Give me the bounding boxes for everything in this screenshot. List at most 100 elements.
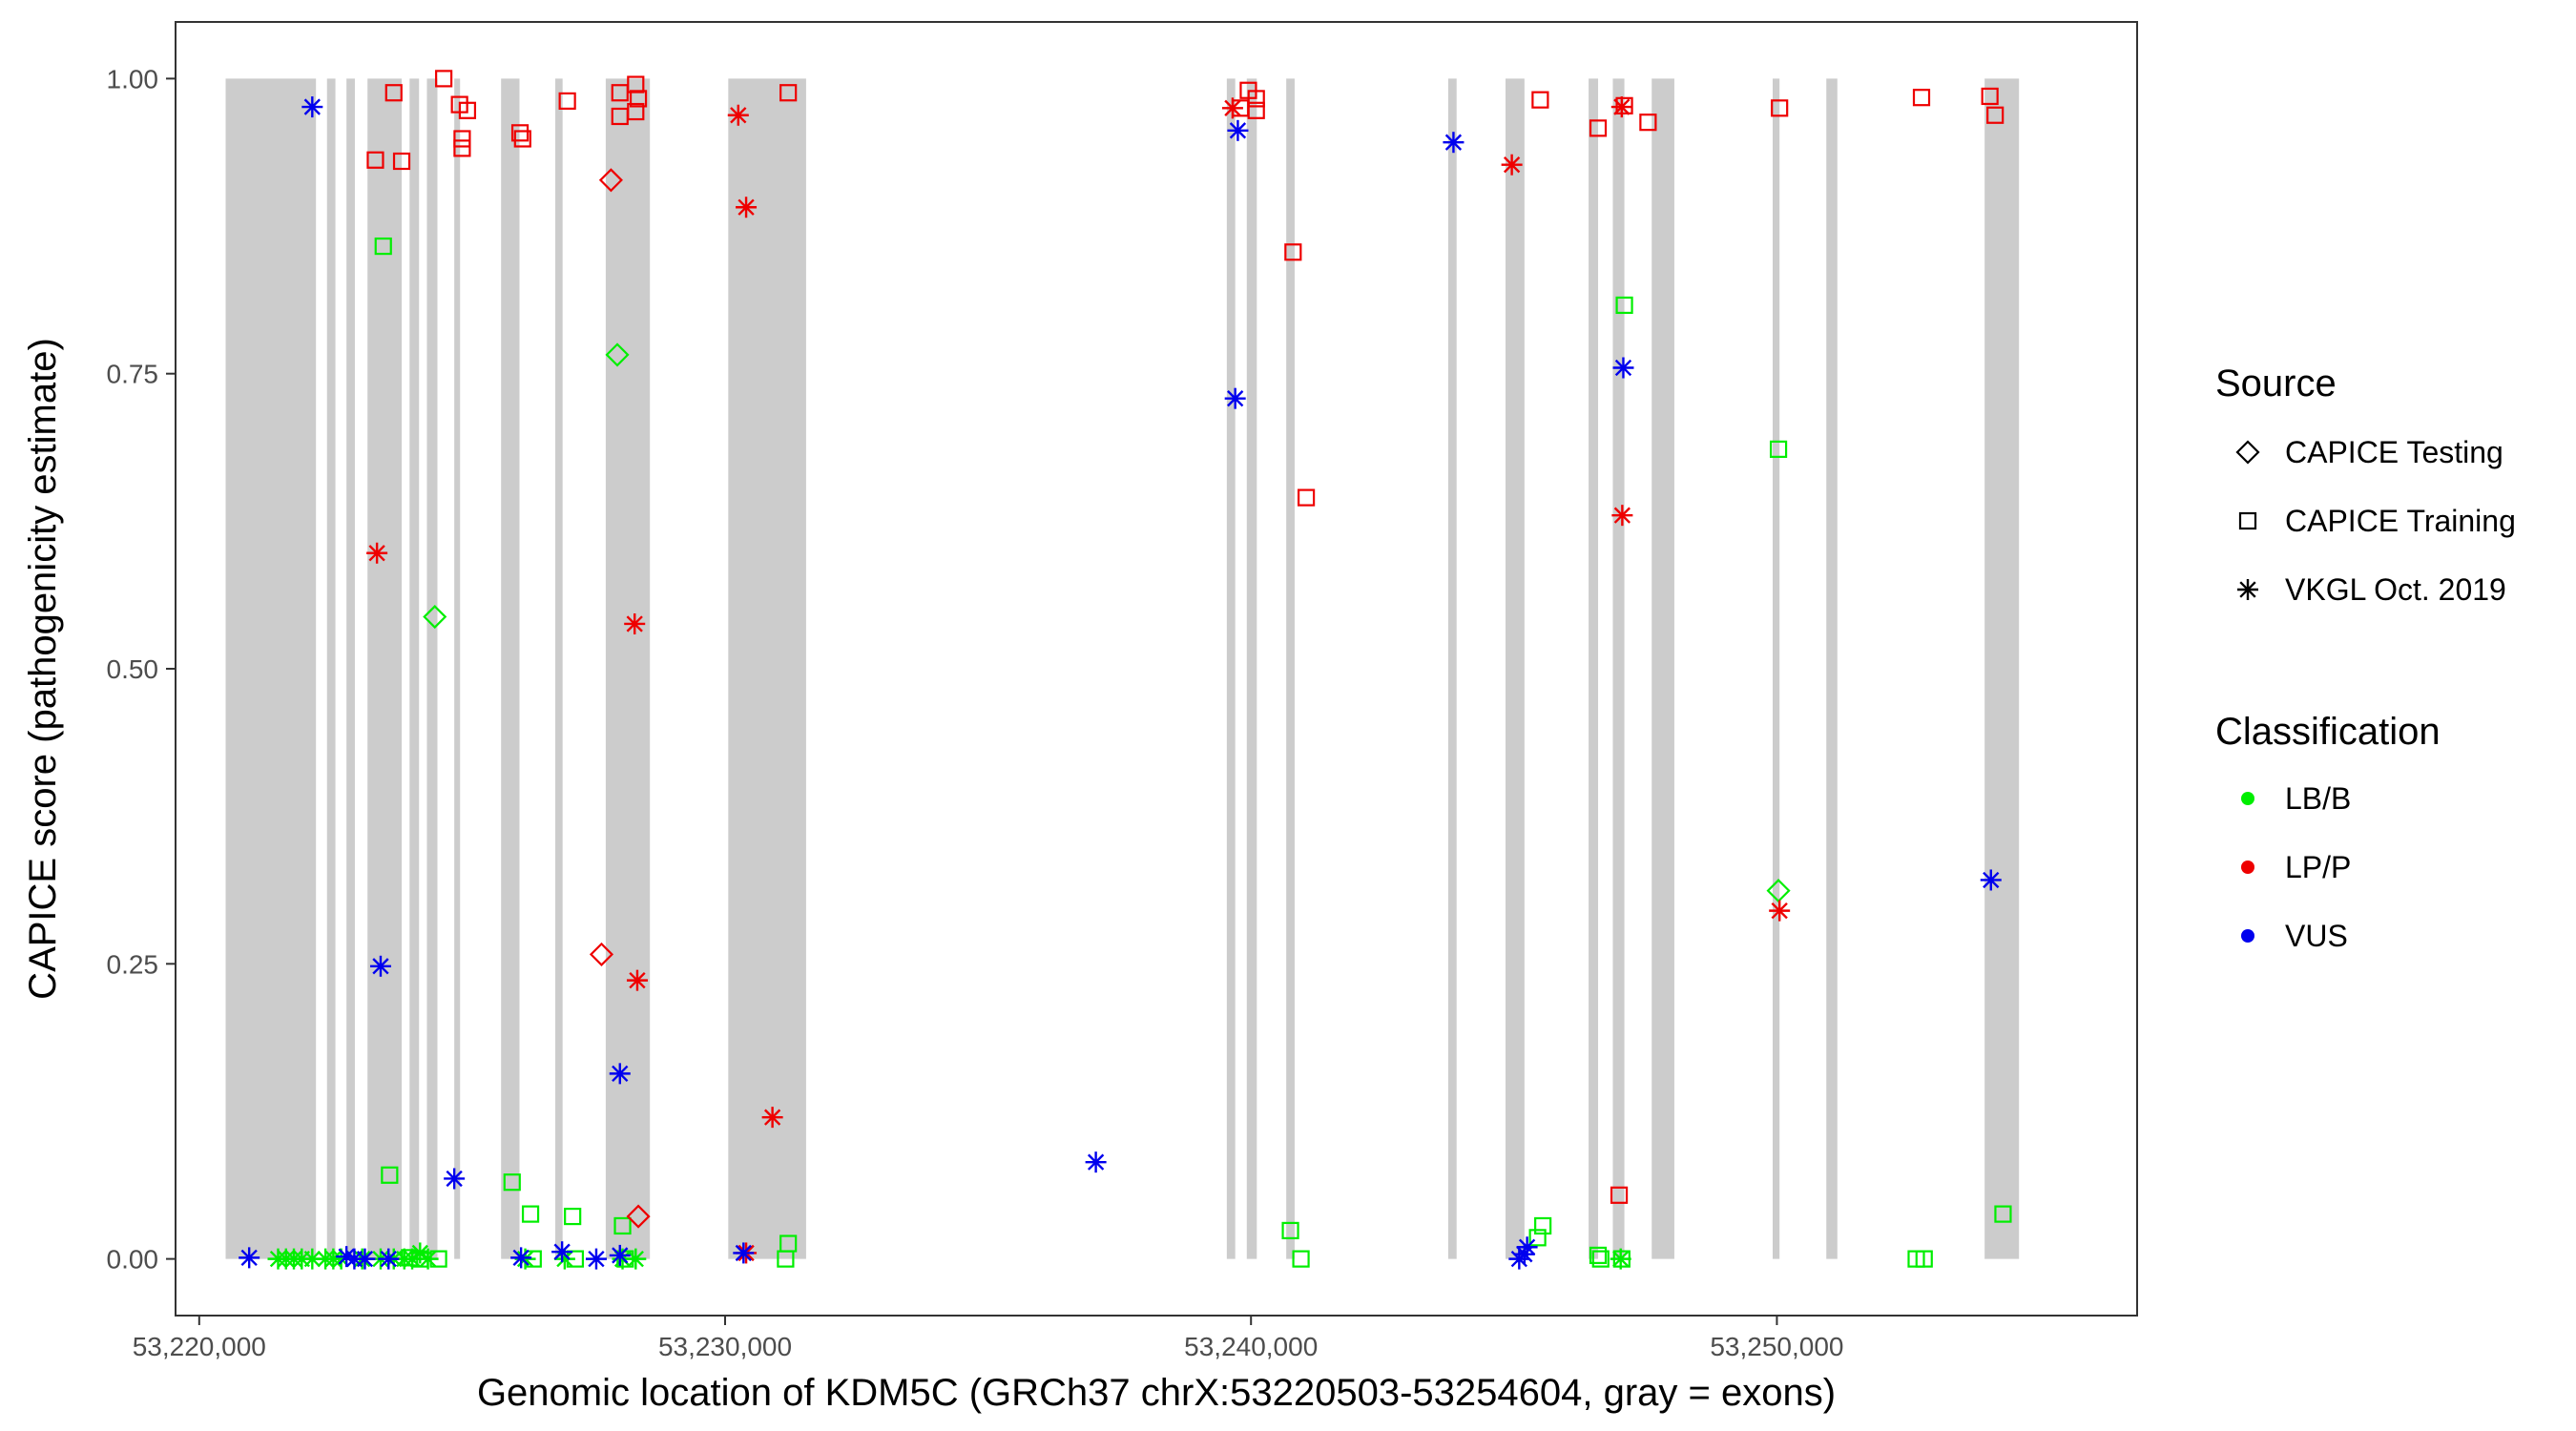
legend-source-key-square [2238,511,2257,530]
data-point-asterisk [1516,1236,1538,1258]
data-point-square [627,75,645,93]
data-point-square [777,1250,795,1268]
data-point-asterisk [551,1241,573,1263]
data-point-square [558,92,576,110]
exon-band [605,78,651,1259]
y-tick-label: 0.75 [107,360,159,389]
data-point-square [1994,1205,2012,1223]
y-axis-title: CAPICE score (pathogenicity estimate) [22,338,64,1000]
data-point-asterisk [1085,1151,1107,1173]
data-point-square [1589,119,1608,137]
legend-class-key-dot [2241,929,2254,943]
exon-band [554,78,563,1259]
data-point-asterisk [1612,357,1634,379]
data-point-square [1281,1221,1299,1240]
exon-band [1826,78,1838,1259]
data-points [239,70,2012,1270]
exon-band [728,78,806,1259]
exon-band [326,78,336,1259]
exon-band [1773,78,1780,1259]
y-tick-label: 0.00 [107,1245,159,1275]
legend-classification-title: Classification [2215,711,2441,753]
x-axis-title: Genomic location of KDM5C (GRCh37 chrX:5… [477,1372,1836,1414]
data-point-diamond [589,942,614,966]
data-point-square [381,1166,399,1184]
data-point-square [524,1250,542,1268]
data-point-asterisk [369,955,391,977]
legend-class-key-dot [2241,861,2254,874]
data-point-asterisk [761,1107,783,1129]
data-point-asterisk [736,197,758,218]
legend-source-label-vkgl: VKGL Oct. 2019 [2285,572,2506,607]
data-point-square [453,130,471,148]
data-point-square [1247,90,1265,108]
data-point-diamond [598,168,623,193]
y-tick-label: 0.50 [107,654,159,684]
y-tick-label: 0.25 [107,949,159,979]
data-point-square [1284,243,1302,261]
data-point-square [1639,114,1657,132]
exon-band [1589,78,1599,1259]
data-point-asterisk [609,1063,631,1085]
data-point-asterisk [626,969,648,991]
data-point-asterisk [624,612,646,634]
exon-band [1246,78,1257,1259]
x-tick-label: 53,220,000 [133,1332,266,1361]
data-point-square [564,1207,582,1226]
data-point-square [1534,1216,1552,1235]
data-point-square [1615,96,1633,114]
legend-source-label-testing: CAPICE Testing [2285,435,2503,469]
exon-band [409,78,420,1259]
data-point-square [1771,99,1789,117]
exon-bands [225,78,2020,1259]
data-point-square [1915,1250,1933,1268]
data-point-diamond [423,605,447,630]
data-point-asterisk [1769,900,1791,922]
axes: 53,220,000 53,230,000 53,240,000 53,250,000… [107,64,1844,1361]
exon-band [501,78,520,1259]
data-point-square [1528,1229,1547,1247]
data-point-square [510,124,530,142]
data-point-asterisk [378,1248,400,1270]
data-point-square [613,1216,632,1235]
data-point-square [1769,440,1788,458]
data-point-asterisk [301,96,323,118]
data-point-square [521,1205,540,1223]
x-tick-label: 53,250,000 [1710,1332,1843,1361]
data-point-square [1247,101,1265,119]
data-point-asterisk [585,1248,607,1270]
exon-band [1447,78,1457,1259]
data-point-asterisk [1980,869,2002,891]
legend-source-keys [2235,440,2260,600]
data-point-asterisk [727,104,749,126]
data-point-square [384,84,403,102]
data-point-square [1531,91,1549,109]
legend-class-key-dot [2241,792,2254,805]
data-point-square [1912,89,1931,107]
exon-band [426,78,438,1259]
exon-band [1286,78,1295,1259]
x-tick-label: 53,240,000 [1184,1332,1318,1361]
data-point-square [374,237,392,256]
exon-band [367,78,403,1259]
data-point-square [1589,1246,1608,1265]
legend-class-keys [2241,792,2254,943]
data-point-diamond [605,342,630,367]
legend-source-label-training: CAPICE Training [2285,504,2516,538]
data-point-asterisk [354,1248,376,1270]
data-point-square [1615,296,1633,315]
legend-source-title: Source [2215,363,2337,404]
data-point-asterisk [239,1247,260,1269]
data-point-square [411,1250,429,1268]
exon-band [1226,78,1236,1259]
data-point-square [429,1250,447,1268]
data-point-square [1612,1250,1631,1268]
exon-band [1612,78,1625,1259]
data-point-asterisk [510,1247,532,1269]
data-point-square [435,70,453,88]
exon-band [1506,78,1525,1259]
exon-band [1984,78,2020,1259]
x-tick-label: 53,230,000 [658,1332,792,1361]
legend: Source CAPICE Testing CAPICE Training VK… [2215,363,2516,953]
